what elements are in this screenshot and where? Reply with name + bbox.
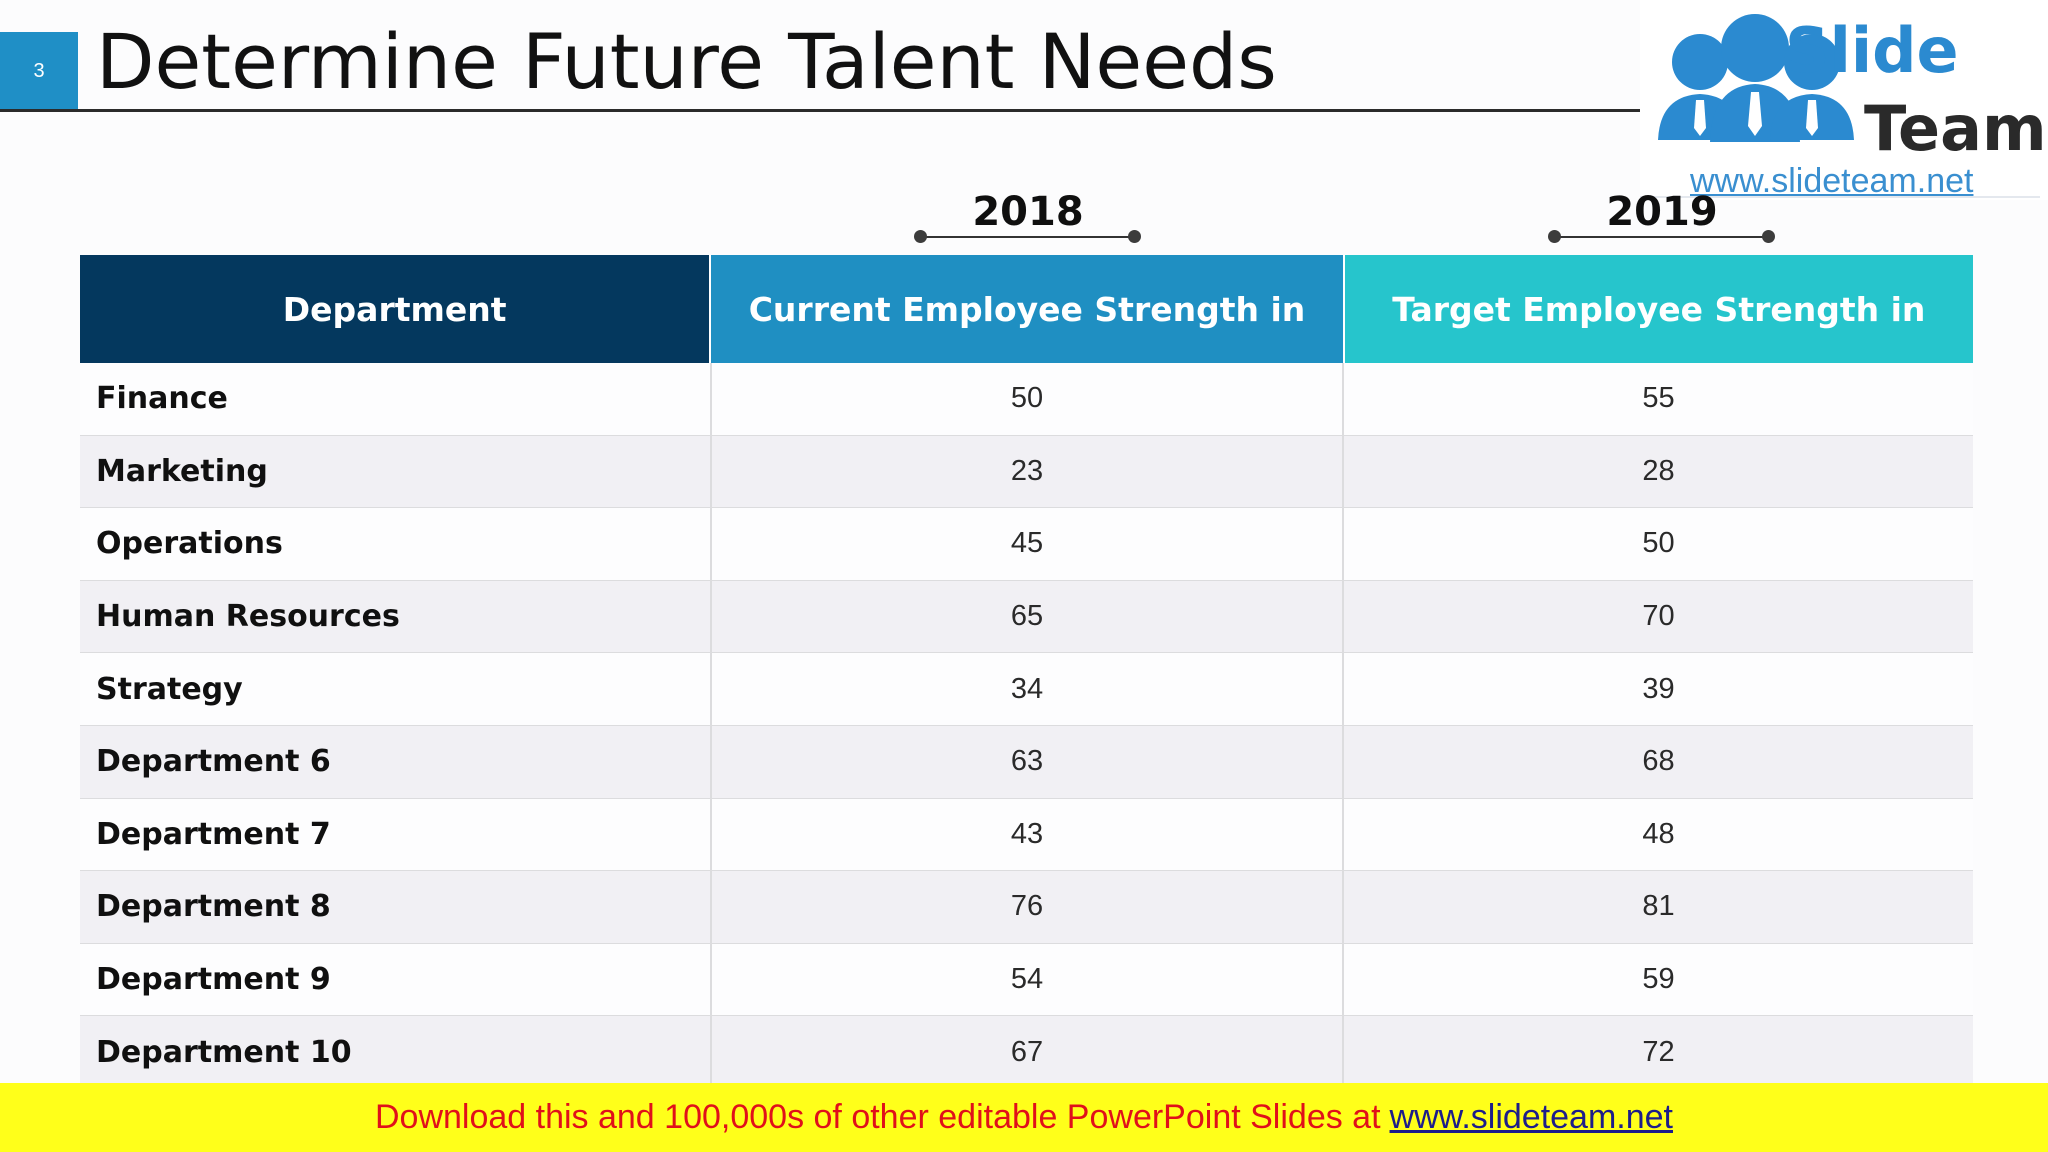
cell-current-strength: 76 — [710, 871, 1342, 943]
cell-current-strength: 34 — [710, 653, 1342, 725]
cell-target-strength: 81 — [1342, 871, 1973, 943]
cell-department: Department 9 — [96, 962, 331, 998]
cell-current-strength: 63 — [710, 725, 1342, 798]
header-current-strength: Current Employee Strength in — [709, 255, 1343, 363]
cell-department: Marketing — [96, 453, 268, 489]
cell-target-strength: 28 — [1342, 435, 1973, 508]
banner-text: Download this and 100,000s of other edit… — [374, 1098, 1381, 1136]
slideteam-logo: Slide Team — [1640, 0, 2048, 200]
table-row: Finance 50 55 — [80, 363, 1973, 436]
cell-current-strength: 65 — [710, 580, 1342, 653]
cell-target-strength: 72 — [1342, 1016, 1973, 1088]
cell-target-strength: 59 — [1342, 943, 1973, 1016]
year-dot — [1548, 230, 1561, 243]
cell-target-strength: 55 — [1342, 363, 1973, 435]
title-divider — [0, 109, 1640, 112]
cell-target-strength: 50 — [1342, 508, 1973, 580]
cell-current-strength: 45 — [710, 508, 1342, 580]
table-row: Human Resources 65 70 — [80, 580, 1973, 654]
cell-target-strength: 39 — [1342, 653, 1973, 725]
cell-department: Human Resources — [96, 599, 400, 635]
cell-department: Department 7 — [96, 816, 331, 852]
table-row: Department 6 63 68 — [80, 725, 1973, 799]
header-target-strength: Target Employee Strength in — [1342, 255, 1973, 363]
logo-word-team: Team — [1864, 92, 2047, 165]
year-underline-2019 — [1554, 236, 1768, 238]
cell-target-strength: 70 — [1342, 580, 1973, 653]
cell-current-strength: 23 — [710, 435, 1342, 508]
cell-department: Finance — [96, 381, 228, 417]
table-row: Marketing 23 28 — [80, 435, 1973, 509]
table-row: Department 9 54 59 — [80, 943, 1973, 1017]
header-department: Department — [80, 255, 710, 363]
logo-graphic: Slide Team — [1658, 14, 2047, 165]
year-label-2018: 2018 — [972, 189, 1084, 235]
page-title: Determine Future Talent Needs — [96, 17, 1277, 106]
cell-department: Department 10 — [96, 1034, 352, 1070]
cell-current-strength: 43 — [710, 798, 1342, 871]
logo-word-slide: Slide — [1785, 14, 1959, 87]
cell-department: Department 6 — [96, 744, 331, 780]
cell-current-strength: 67 — [710, 1016, 1342, 1088]
cell-department: Department 8 — [96, 889, 331, 925]
talent-table: Department Current Employee Strength in … — [80, 255, 1973, 1089]
cell-target-strength: 48 — [1342, 798, 1973, 871]
year-dot — [914, 230, 927, 243]
download-banner: Download this and 100,000s of other edit… — [0, 1083, 2048, 1152]
year-dot — [1128, 230, 1141, 243]
table-row: Strategy 34 39 — [80, 653, 1973, 726]
logo-url[interactable]: www.slideteam.net — [1690, 162, 1974, 200]
year-dot — [1762, 230, 1775, 243]
table-row: Operations 45 50 — [80, 508, 1973, 581]
cell-current-strength: 50 — [710, 363, 1342, 435]
cell-current-strength: 54 — [710, 943, 1342, 1016]
cell-department: Strategy — [96, 671, 243, 707]
table-row: Department 8 76 81 — [80, 871, 1973, 944]
banner-link[interactable]: www.slideteam.net — [1389, 1098, 1673, 1136]
year-underline-2018 — [920, 236, 1134, 238]
table-body: Finance 50 55 Marketing 23 28 Operations 45 50 Hu… — [80, 363, 1973, 1089]
table-row: Department 7 43 48 — [80, 798, 1973, 872]
slide-number: 3 — [0, 32, 78, 110]
table-row: Department 10 67 72 — [80, 1016, 1973, 1089]
logo-divider — [1640, 196, 2040, 198]
cell-department: Operations — [96, 526, 283, 562]
table-header: Department Current Employee Strength in … — [80, 255, 1973, 363]
cell-target-strength: 68 — [1342, 725, 1973, 798]
year-label-2019: 2019 — [1606, 189, 1718, 235]
